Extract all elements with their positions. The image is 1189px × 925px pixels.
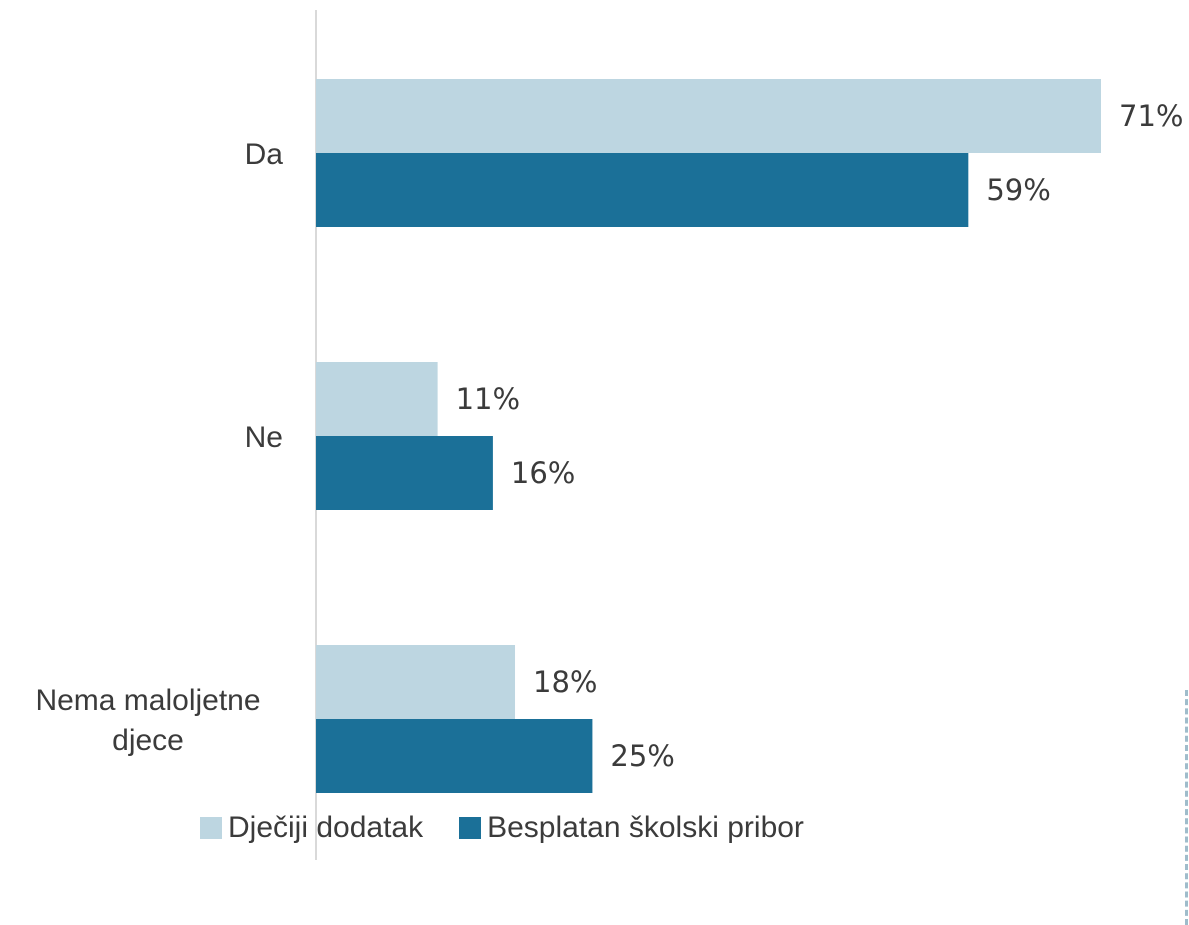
data-label-series-0-2: 18% (533, 665, 597, 699)
data-label-series-1-2: 25% (610, 739, 674, 773)
legend-swatch-series-1 (459, 817, 482, 839)
category-label-2-line-1: djece (112, 724, 184, 757)
decorative-dashed-line (1185, 690, 1188, 925)
legend-item-series-1: Besplatan školski pribor (459, 811, 804, 845)
bar-series-0-ne (316, 362, 438, 436)
data-label-series-0-1: 11% (456, 382, 520, 416)
legend-label-series-1: Besplatan školski pribor (487, 811, 804, 844)
data-label-series-1-1: 16% (511, 456, 575, 490)
data-label-series-1-0: 59% (986, 173, 1050, 207)
legend: Dječiji dodatak Besplatan školski pribor (200, 808, 804, 848)
legend-swatch-series-0 (200, 817, 222, 839)
bar-series-1-ne (316, 436, 493, 510)
category-label-1-line-0: Ne (245, 421, 283, 454)
legend-item-series-0: Dječiji dodatak (200, 811, 423, 845)
legend-label-series-0: Dječiji dodatak (228, 811, 424, 844)
category-label-0-line-0: Da (245, 138, 284, 171)
bar-series-1-da (316, 153, 969, 227)
category-label-2-line-0: Nema maloljetne (35, 684, 260, 717)
bar-series-0-nema-maloljetne-djece (316, 645, 516, 719)
bar-series-0-da (316, 79, 1101, 153)
data-label-series-0-0: 71% (1119, 99, 1183, 133)
bar-series-1-nema-maloljetne-djece (316, 719, 593, 793)
